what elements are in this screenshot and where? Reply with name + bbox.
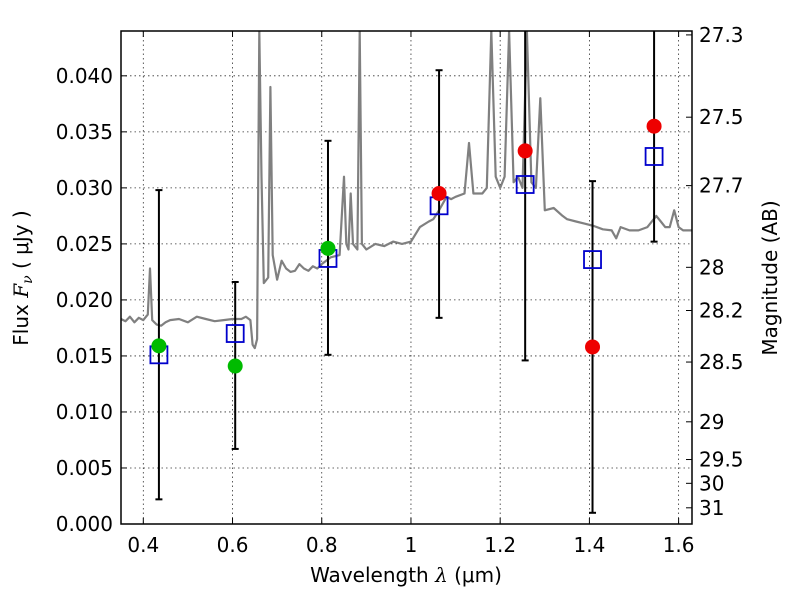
y-tick-label: 0.040 <box>56 64 113 88</box>
y2-tick-label: 31 <box>699 496 724 520</box>
y2-tick-label: 29.5 <box>699 448 744 472</box>
x-tick-label: 0.6 <box>217 533 249 557</box>
y-tick-label: 0.035 <box>56 120 113 144</box>
y2-tick-label: 28 <box>699 255 724 279</box>
x-tick-label: 0.8 <box>306 533 338 557</box>
x-tick-label: 1 <box>405 533 418 557</box>
x-tick-label: 1.4 <box>573 533 605 557</box>
y2-tick-label: 30 <box>699 471 724 495</box>
y2-tick-label: 29 <box>699 410 724 434</box>
observed-point-green <box>151 338 167 354</box>
y-tick-label: 0.010 <box>56 400 113 424</box>
x-tick-label: 0.4 <box>127 533 159 557</box>
y2-tick-label: 27.7 <box>699 174 744 198</box>
y-tick-label: 0.000 <box>56 512 113 536</box>
y-tick-label: 0.030 <box>56 176 113 200</box>
x-tick-label: 1.6 <box>663 533 695 557</box>
model-point <box>583 250 602 269</box>
y2-tick-label: 27.5 <box>699 105 744 129</box>
observed-point-red <box>646 118 662 134</box>
y2-axis-label: Magnitude (AB) <box>758 200 782 355</box>
x-axis-label: Wavelength λ (μm) <box>310 563 502 587</box>
x-tick-label: 1.2 <box>484 533 516 557</box>
observed-point-green <box>320 240 336 256</box>
model-point <box>225 324 245 343</box>
observed-point-red <box>585 339 601 355</box>
y2-tick-label: 28.5 <box>699 350 744 374</box>
observed-point-red <box>517 143 533 159</box>
observed-point-red <box>431 185 447 201</box>
y-tick-label: 0.025 <box>56 232 113 256</box>
plot-area <box>121 31 692 514</box>
y-tick-label: 0.020 <box>56 288 113 312</box>
axis-ticks: 0.4 0.6 0.8 1 1.2 1.4 1.6 0.000 0.005 0.010 0.015 0… <box>56 23 744 557</box>
model-point <box>515 175 535 194</box>
y-tick-label: 0.015 <box>56 344 113 368</box>
y2-tick-label: 27.3 <box>699 23 744 47</box>
model-point <box>644 147 664 166</box>
spectrum-line <box>121 31 692 350</box>
grid-lines <box>121 31 692 525</box>
y2-tick-label: 28.2 <box>699 299 744 323</box>
y-axis-label: Flux Fν ( μJy ) <box>9 210 36 345</box>
observed-point-green <box>227 358 243 374</box>
y-tick-label: 0.005 <box>56 456 113 480</box>
plot-frame <box>120 30 693 525</box>
